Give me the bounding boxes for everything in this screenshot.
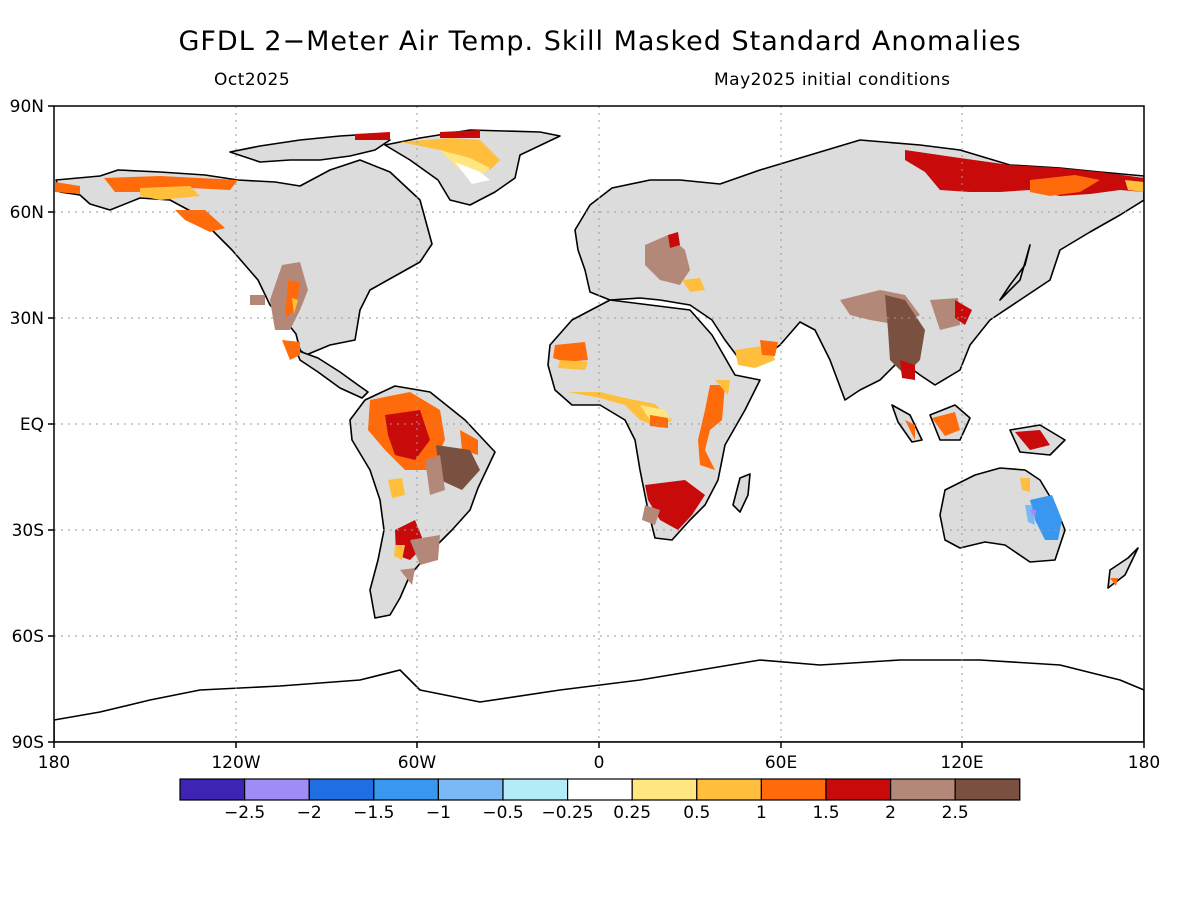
legend-colorbar — [179, 778, 1021, 801]
australia — [939, 467, 1066, 563]
lon-label: 180 — [1128, 753, 1160, 773]
japan — [999, 244, 1031, 301]
lat-label: 90S — [12, 733, 44, 753]
legend-label: −2.5 — [224, 803, 265, 823]
legend-swatch — [760, 778, 827, 801]
lon-label: 60W — [398, 753, 437, 773]
legend-swatch — [631, 778, 698, 801]
lat-label: 30S — [12, 521, 44, 541]
legend-label: 2 — [885, 803, 896, 823]
lat-label: EQ — [20, 415, 44, 435]
legend-swatch — [696, 778, 762, 801]
legend-label: −1.5 — [353, 803, 394, 823]
map-layer — [54, 106, 1144, 742]
lon-label: 180 — [38, 753, 70, 773]
legend-label: 1 — [756, 803, 767, 823]
legend-swatch — [437, 778, 504, 801]
lon-label: 120E — [940, 753, 983, 773]
lat-label: 90N — [10, 97, 44, 117]
legend-swatch — [889, 778, 956, 801]
legend-label: 1.5 — [812, 803, 839, 823]
lat-labels: 90N 60N 30N EQ 30S 60S 90S — [10, 97, 44, 753]
legend-swatch — [954, 778, 1021, 801]
legend-label: 2.5 — [942, 803, 969, 823]
lat-label: 60S — [12, 627, 44, 647]
lon-label: 120W — [211, 753, 260, 773]
lon-labels: 180 120W 60W 0 60E 120E 180 — [38, 753, 1160, 773]
arctic-islands — [229, 133, 391, 163]
init-conditions-label: May2025 initial conditions — [714, 70, 951, 90]
legend-swatch — [825, 778, 892, 801]
anomaly-patches — [55, 130, 1144, 586]
legend-label: −2 — [297, 803, 322, 823]
target-month-label: Oct2025 — [214, 70, 291, 90]
legend-label: −0.5 — [482, 803, 523, 823]
legend-label: 0.25 — [613, 803, 651, 823]
legend-swatch — [502, 778, 569, 801]
central-america — [295, 349, 369, 399]
legend-swatch — [308, 778, 375, 801]
eurasia — [574, 139, 1144, 401]
axis-ticks — [48, 105, 1145, 748]
lat-label: 60N — [10, 203, 44, 223]
map-title: GFDL 2−Meter Air Temp. Skill Masked Stan… — [178, 26, 1022, 57]
legend-labels: −2.5 −2 −1.5 −1 −0.5 −0.25 0.25 0.5 1 1.5 2 2.5 — [224, 803, 969, 823]
lon-label: 0 — [594, 753, 605, 773]
lat-label: 30N — [10, 309, 44, 329]
legend-swatch — [373, 778, 439, 801]
graticule — [54, 106, 1144, 742]
legend-label: 0.5 — [683, 803, 710, 823]
legend-label: −1 — [426, 803, 451, 823]
madagascar — [732, 473, 751, 513]
legend-swatch — [179, 778, 246, 801]
legend-swatch — [566, 778, 633, 801]
legend-swatch — [244, 778, 310, 801]
lon-label: 60E — [765, 753, 797, 773]
legend-label: −0.25 — [542, 803, 594, 823]
